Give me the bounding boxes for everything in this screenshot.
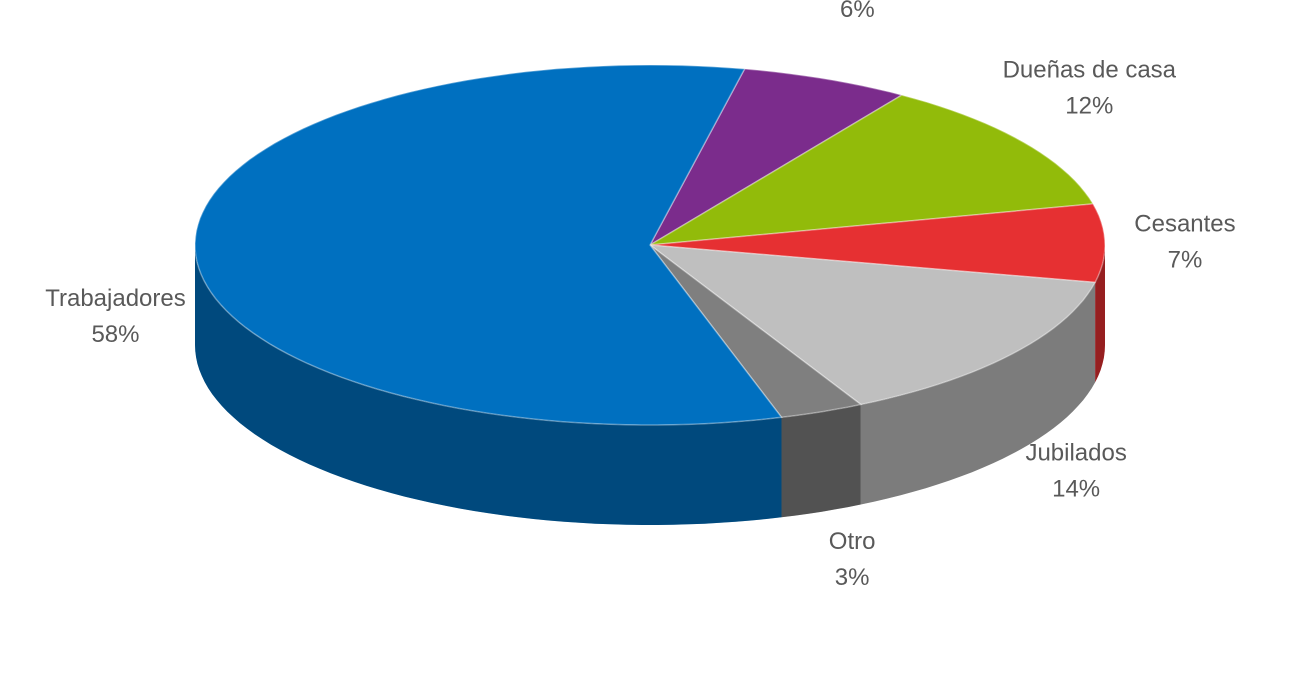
slice <box>194 64 783 426</box>
slice <box>649 203 1106 284</box>
slice-side <box>781 404 861 518</box>
slice <box>648 68 904 248</box>
pie-sides <box>195 245 1105 525</box>
slice-side <box>195 245 782 525</box>
category-label: Otro <box>829 528 876 555</box>
category-label: Trabajadores <box>45 285 186 312</box>
pie-tops <box>194 64 1106 426</box>
slice-side <box>1095 245 1105 383</box>
category-label: Dueñas de casa <box>1003 56 1177 83</box>
value-label: 7% <box>1168 246 1203 273</box>
slice-side-shade <box>195 245 782 525</box>
value-label: 58% <box>91 321 139 348</box>
value-label: 3% <box>835 564 870 591</box>
slice-side-shade <box>781 404 861 518</box>
slice <box>649 244 863 419</box>
slice-side-shade <box>860 282 1096 505</box>
slice <box>647 244 1097 406</box>
value-label: 14% <box>1052 476 1100 503</box>
value-label: 6% <box>840 0 875 23</box>
category-label: Jubilados <box>1025 440 1126 467</box>
category-label: Cesantes <box>1134 210 1235 237</box>
labels: Estudiantes6%Dueñas de casa12%Cesantes7%… <box>45 0 1235 591</box>
slice-side-shade <box>1095 245 1105 383</box>
value-label: 12% <box>1065 92 1113 119</box>
slice <box>649 94 1095 246</box>
slice-side <box>860 282 1096 505</box>
